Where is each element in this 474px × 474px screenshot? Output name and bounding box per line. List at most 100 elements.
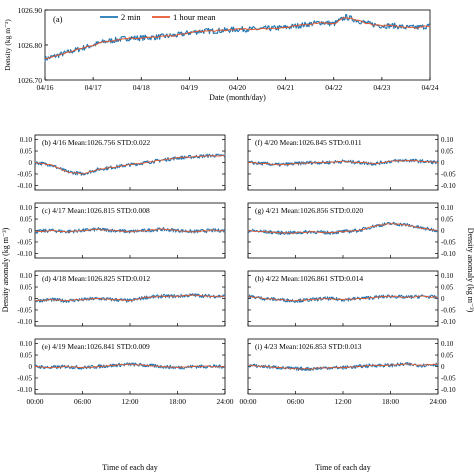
y-tick-label: -0.10 — [441, 318, 456, 326]
y-tick-label: 0.05 — [20, 216, 33, 224]
y-tick-label: 1026.80 — [18, 41, 43, 50]
series-1hour-mean-line — [247, 223, 439, 234]
y-tick-label: 0.10 — [20, 272, 33, 280]
x-tick-label: 04/24 — [421, 83, 438, 92]
x-tick-label: 04/22 — [325, 83, 342, 92]
panel-stats-label: (c) 4/17 Mean:1026.815 STD:0.008 — [42, 206, 150, 215]
panel-stats-label: (i) 4/23 Mean:1026.853 STD:0.013 — [255, 342, 362, 351]
panel-stats-label: (e) 4/19 Mean:1026.841 STD:0.009 — [42, 342, 150, 351]
series-1hour-mean-line — [35, 363, 226, 369]
x-tick-label: 24:00 — [429, 397, 446, 406]
series-1hour-mean-line — [248, 363, 439, 370]
x-tick-label: 12:00 — [121, 397, 138, 406]
panel-g: -0.10 -0.05 0 0.05 0.10 (g) 4/21 Mean:1026.85… — [247, 202, 456, 259]
panel-stats-label: (b) 4/16 Mean:1026.756 STD:0.022 — [42, 138, 150, 147]
x-tick-label: 04/21 — [277, 83, 294, 92]
panel-stats-label: (f) 4/20 Mean:1026.845 STD:0.011 — [255, 138, 362, 147]
legend-label-2min: 2 min — [121, 12, 141, 22]
y-tick-label: 0.05 — [20, 352, 33, 360]
y-tick-label: 0.10 — [441, 340, 454, 348]
series-1hour-mean-line — [34, 294, 226, 302]
series-2min-line — [247, 158, 439, 167]
y-tick-label: 0.05 — [20, 284, 33, 292]
series-2min-line — [34, 153, 226, 176]
x-tick-label: 04/18 — [133, 83, 150, 92]
panel-d: -0.10 -0.05 0 0.05 0.10 (d) 4/18 Mean:1026.82… — [17, 270, 226, 327]
y-tick-label: 0.10 — [441, 136, 454, 144]
panel-e: -0.10 -0.05 0 0.05 0.10 00:00 06:00 12:00 18:00 2… — [17, 338, 234, 406]
y-tick-label: -0.10 — [441, 386, 456, 394]
panel-a: 1026.70 1026.80 1026.90 04/16 04/17 04/18 04/1… — [3, 6, 439, 102]
panel-stats-label: (g) 4/21 Mean:1026.856 STD:0.020 — [255, 206, 363, 215]
x-tick-label: 04/19 — [181, 83, 198, 92]
x-tick-label: 04/17 — [85, 83, 102, 92]
series-1hour-mean-line — [34, 228, 226, 233]
x-tick-label: 06:00 — [74, 397, 91, 406]
panel-a-frame — [44, 9, 431, 81]
y-tick-label: -0.05 — [441, 374, 456, 382]
x-tick-label: 18:00 — [382, 397, 399, 406]
y-tick-label: -0.05 — [17, 170, 32, 178]
x-axis-label-right: Time of each day — [315, 463, 370, 472]
series-1hour-mean-line — [44, 17, 431, 60]
x-tick-label: 18:00 — [169, 397, 186, 406]
y-tick-label: 0 — [441, 227, 445, 235]
y-tick-label: -0.10 — [441, 250, 456, 258]
y-tick-label: -0.10 — [17, 250, 32, 258]
y-tick-label: 0 — [29, 227, 33, 235]
y-tick-label: 0.10 — [20, 340, 33, 348]
panel-c: -0.10 -0.05 0 0.05 0.10 (c) 4/17 Mean:1026.81… — [17, 202, 226, 259]
y-tick-label: -0.05 — [441, 306, 456, 314]
y-tick-label: 0.10 — [20, 204, 33, 212]
panel-i: -0.10 -0.05 0 0.05 0.10 00:00 06:00 12:00 18:00 2… — [239, 338, 456, 406]
x-tick-label: 00:00 — [26, 397, 43, 406]
y-axis-label-left: Density anomaly (kg m⁻³) — [1, 227, 10, 312]
y-tick-label: -0.10 — [17, 182, 32, 190]
series-2min-line — [34, 293, 226, 303]
series-1hour-mean-line — [34, 154, 226, 175]
x-tick-label: 06:00 — [287, 397, 304, 406]
y-tick-label: -0.10 — [441, 182, 456, 190]
panel-stats-label: (h) 4/22 Mean:1026.861 STD:0.014 — [255, 274, 363, 283]
y-tick-label: -0.10 — [17, 386, 32, 394]
x-tick-label: 04/20 — [229, 83, 246, 92]
y-tick-label: 0 — [29, 295, 33, 303]
series-2min-line — [44, 13, 431, 62]
y-tick-label: -0.05 — [17, 374, 32, 382]
x-axis-label: Date (month/day) — [209, 93, 266, 102]
y-tick-label: 1026.70 — [18, 76, 43, 85]
panel-b: -0.10 -0.05 0 0.05 0.10 (b) 4/16 Mean:1026.75… — [17, 134, 226, 191]
y-tick-label: 0.05 — [20, 148, 33, 156]
x-tick-label: 12:00 — [334, 397, 351, 406]
x-tick-label: 04/16 — [36, 83, 53, 92]
y-tick-label: 0.05 — [441, 216, 454, 224]
y-tick-label: 0 — [441, 363, 445, 371]
y-tick-label: -0.05 — [17, 306, 32, 314]
y-tick-label: 0 — [441, 295, 445, 303]
y-tick-label: 0.05 — [441, 352, 454, 360]
y-axis-label-right: Density anomaly (kg m⁻³) — [466, 228, 474, 313]
y-axis-label: Density (kg m⁻³) — [3, 19, 12, 71]
panel-label: (a) — [53, 14, 63, 24]
series-2min-line — [247, 362, 439, 371]
series-2min-line — [247, 294, 439, 304]
legend-label-hour-mean: 1 hour mean — [173, 12, 216, 22]
y-tick-label: -0.05 — [441, 238, 456, 246]
y-tick-label: 1026.90 — [18, 6, 43, 15]
y-tick-label: 0 — [29, 159, 33, 167]
panel-stats-label: (d) 4/18 Mean:1026.825 STD:0.012 — [42, 274, 150, 283]
y-tick-label: 0 — [441, 159, 445, 167]
y-tick-label: 0.10 — [441, 272, 454, 280]
y-tick-label: 0.10 — [20, 136, 33, 144]
y-tick-label: 0.05 — [441, 284, 454, 292]
y-tick-label: -0.10 — [17, 318, 32, 326]
y-tick-label: -0.05 — [17, 238, 32, 246]
x-tick-label: 04/23 — [373, 83, 390, 92]
x-axis-label-left: Time of each day — [102, 463, 157, 472]
legend: 2 min 1 hour mean — [100, 12, 216, 22]
y-tick-label: -0.05 — [441, 170, 456, 178]
y-tick-label: 0.05 — [441, 148, 454, 156]
y-tick-label: 0 — [29, 363, 33, 371]
series-1hour-mean-line — [247, 295, 439, 302]
